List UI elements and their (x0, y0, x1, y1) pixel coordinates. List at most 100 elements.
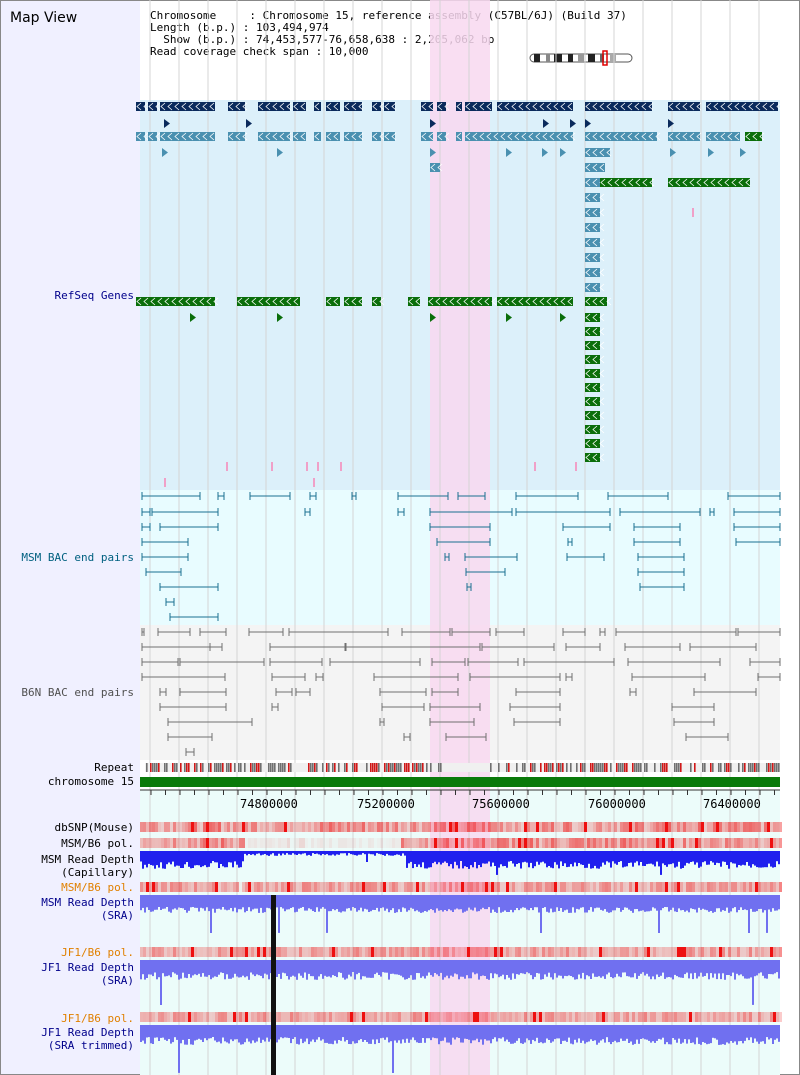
strand-arrow (734, 132, 740, 141)
repeat-element (640, 763, 642, 772)
depth-bar (726, 851, 728, 865)
heatmap-cell (509, 1012, 512, 1022)
heatmap-cell (425, 882, 428, 892)
strand-arrow (549, 132, 555, 141)
strand-arrow (696, 132, 702, 141)
depth-bar (222, 1025, 224, 1038)
repeat-element (158, 763, 160, 772)
depth-bar (230, 895, 232, 908)
heatmap-cell (533, 947, 536, 957)
track-label-msm-b6-pol[interactable]: MSM/B6 pol. (61, 837, 134, 850)
strand-arrow (235, 102, 241, 111)
heatmap-cell (149, 838, 152, 848)
heatmap-cell (476, 882, 479, 892)
heatmap-cell (446, 882, 449, 892)
depth-bar (344, 1025, 346, 1042)
track-label-jf1-b6-pol-trimmed[interactable]: JF1/B6 pol. (61, 1012, 134, 1025)
ruler-tick-label: 75600000 (472, 797, 530, 811)
depth-bar (764, 1025, 766, 1044)
strand-arrow (592, 178, 598, 187)
depth-bar (512, 851, 514, 864)
depth-bar (650, 851, 652, 864)
gene-block (148, 102, 157, 111)
depth-bar (644, 960, 646, 976)
strand-arrow (293, 102, 299, 111)
track-label-msm-depth-sra[interactable]: MSM Read Depth (41, 896, 134, 909)
depth-bar (602, 960, 604, 977)
track-label-msm-bac[interactable]: MSM BAC end pairs (21, 551, 134, 564)
heatmap-cell (719, 838, 722, 848)
depth-bar (666, 1025, 668, 1043)
track-label-msm-b6-pol-sra[interactable]: MSM/B6 pol. (61, 881, 134, 894)
repeat-element (624, 763, 626, 772)
depth-bar (708, 851, 710, 865)
depth-bar (740, 1025, 742, 1041)
heatmap-cell (752, 882, 755, 892)
heatmap-cell (776, 882, 779, 892)
track-label-refseq[interactable]: RefSeq Genes (54, 289, 134, 302)
depth-bar (726, 1025, 728, 1043)
strand-arrow (592, 453, 598, 462)
depth-bar (360, 895, 362, 908)
depth-bar (224, 895, 226, 910)
depth-bar (406, 960, 408, 980)
track-label-msm-depth-capillary[interactable]: MSM Read Depth (41, 853, 134, 866)
track-label-chromosome[interactable]: chromosome 15 (47, 775, 134, 788)
track-label-jf1-b6-pol[interactable]: JF1/B6 pol. (61, 946, 134, 959)
heatmap-cell (548, 882, 551, 892)
track-label-jf1-depth-trimmed[interactable]: JF1 Read Depth (41, 1026, 134, 1039)
heatmap-cell (416, 882, 419, 892)
heatmap-cell (734, 1012, 737, 1022)
track-label-b6n-bac[interactable]: B6N BAC end pairs (21, 686, 134, 699)
depth-bar (634, 851, 636, 863)
strand-arrow (251, 297, 257, 306)
heatmap-cell (404, 947, 407, 957)
heatmap-cell (251, 882, 254, 892)
repeat-element (394, 763, 396, 772)
depth-bar (502, 960, 504, 975)
repeat-element (552, 763, 554, 772)
depth-bar (580, 1025, 582, 1043)
heatmap-cell (218, 822, 221, 832)
depth-bar (586, 960, 588, 976)
depth-bar (566, 960, 568, 977)
track-label-repeat[interactable]: Repeat (94, 761, 134, 774)
heatmap-cell (182, 838, 185, 848)
depth-bar (240, 895, 242, 910)
depth-bar (344, 895, 346, 912)
depth-bar (432, 851, 434, 864)
heatmap-cell (545, 882, 548, 892)
strand-arrow (649, 178, 655, 187)
depth-bar (648, 960, 650, 977)
depth-bar (724, 960, 726, 980)
heatmap-cell (431, 822, 434, 832)
depth-bar (364, 960, 366, 977)
heatmap-cell (692, 838, 695, 848)
depth-bar (280, 851, 282, 856)
heatmap-cell (416, 822, 419, 832)
heatmap-cell (524, 822, 527, 832)
strand-arrow (668, 102, 674, 111)
track-label-dbsnp[interactable]: dbSNP(Mouse) (54, 821, 134, 834)
depth-bar (598, 960, 600, 977)
heatmap-cell (404, 882, 407, 892)
heatmap-cell (404, 838, 407, 848)
strand-arrow (188, 132, 194, 141)
heatmap-cell (170, 838, 173, 848)
heatmap-cell (773, 822, 776, 832)
heatmap-cell (587, 1012, 590, 1022)
heatmap-cell (749, 882, 752, 892)
heatmap-cell (740, 947, 743, 957)
heatmap-cell (443, 1012, 446, 1022)
heatmap-cell (569, 947, 572, 957)
repeat-element (406, 763, 408, 772)
heatmap-cell (179, 947, 182, 957)
heatmap-cell (725, 947, 728, 957)
heatmap-cell (641, 1012, 644, 1022)
strand-arrow (776, 102, 782, 111)
track-label-jf1-depth-sra[interactable]: JF1 Read Depth (41, 961, 134, 974)
depth-bar (306, 1025, 308, 1039)
heatmap-cell (599, 1012, 602, 1022)
depth-bar (322, 851, 324, 854)
